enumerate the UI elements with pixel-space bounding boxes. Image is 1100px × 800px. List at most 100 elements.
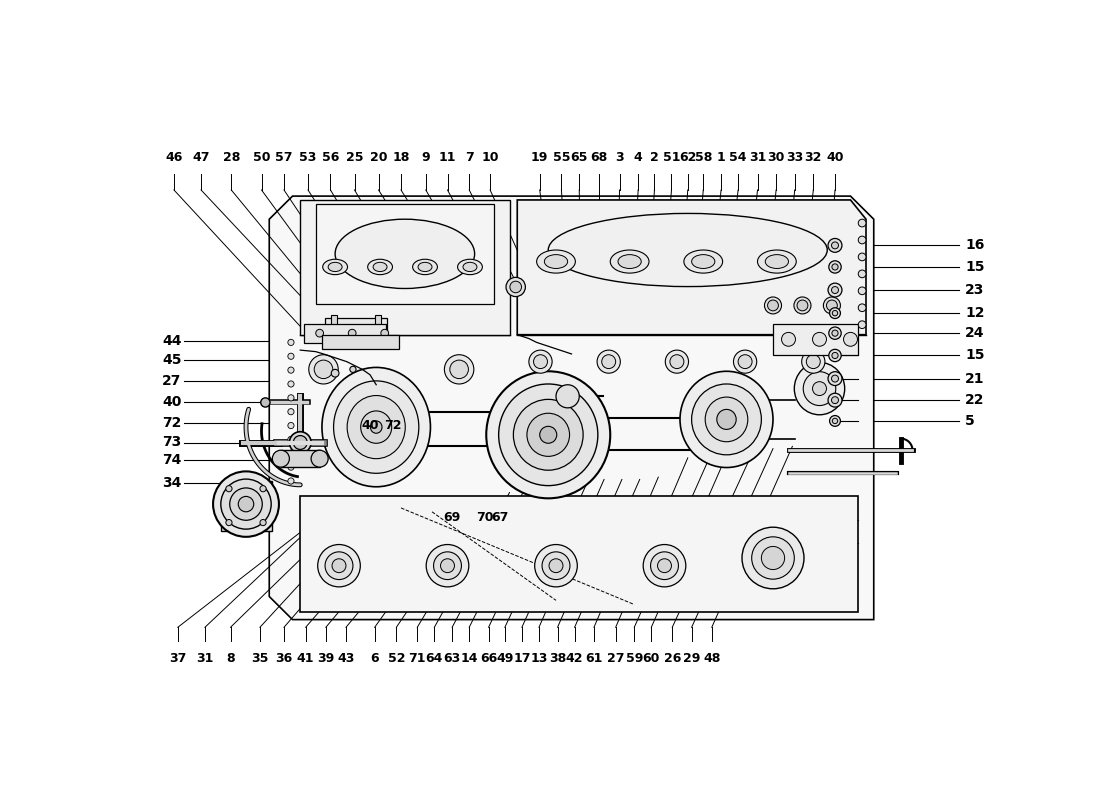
Text: 25: 25 bbox=[345, 150, 363, 164]
Bar bbox=[300, 496, 858, 612]
Text: 10: 10 bbox=[482, 150, 499, 164]
Text: 52: 52 bbox=[387, 652, 405, 665]
Bar bbox=[331, 315, 338, 337]
Text: 73: 73 bbox=[163, 435, 182, 450]
Text: 44: 44 bbox=[163, 334, 182, 348]
Ellipse shape bbox=[806, 354, 821, 369]
Ellipse shape bbox=[832, 286, 838, 294]
Ellipse shape bbox=[858, 304, 866, 312]
Text: 69: 69 bbox=[442, 511, 460, 525]
Text: 50: 50 bbox=[253, 150, 271, 164]
Ellipse shape bbox=[705, 397, 748, 442]
Ellipse shape bbox=[309, 354, 338, 384]
Ellipse shape bbox=[322, 367, 430, 486]
Ellipse shape bbox=[444, 354, 474, 384]
Text: 31: 31 bbox=[196, 652, 213, 665]
Ellipse shape bbox=[858, 321, 866, 329]
Ellipse shape bbox=[294, 435, 307, 450]
Text: 23: 23 bbox=[965, 283, 985, 297]
Text: 4: 4 bbox=[634, 150, 642, 164]
Text: 15: 15 bbox=[965, 260, 985, 274]
Ellipse shape bbox=[764, 297, 781, 314]
Ellipse shape bbox=[858, 287, 866, 294]
Ellipse shape bbox=[367, 259, 393, 274]
Ellipse shape bbox=[824, 297, 840, 314]
Text: 72: 72 bbox=[163, 416, 182, 430]
Text: 21: 21 bbox=[965, 371, 985, 386]
Text: 71: 71 bbox=[408, 652, 426, 665]
Ellipse shape bbox=[350, 366, 356, 373]
Ellipse shape bbox=[680, 371, 773, 467]
Ellipse shape bbox=[670, 354, 684, 369]
Ellipse shape bbox=[440, 558, 454, 573]
Text: 19: 19 bbox=[531, 150, 549, 164]
Ellipse shape bbox=[412, 259, 438, 274]
Ellipse shape bbox=[260, 519, 266, 526]
Text: 5: 5 bbox=[965, 414, 975, 428]
Text: 37: 37 bbox=[169, 652, 187, 665]
Text: 14: 14 bbox=[461, 652, 477, 665]
Ellipse shape bbox=[458, 259, 483, 274]
Ellipse shape bbox=[734, 350, 757, 373]
Text: 51: 51 bbox=[662, 150, 680, 164]
Ellipse shape bbox=[315, 360, 333, 378]
Bar bbox=[326, 318, 387, 334]
Text: 34: 34 bbox=[163, 475, 182, 490]
Ellipse shape bbox=[535, 545, 578, 587]
Bar bbox=[304, 324, 385, 343]
Ellipse shape bbox=[288, 339, 294, 346]
Ellipse shape bbox=[288, 353, 294, 359]
Ellipse shape bbox=[373, 262, 387, 271]
Bar bbox=[773, 324, 858, 354]
Ellipse shape bbox=[289, 432, 311, 454]
Ellipse shape bbox=[798, 300, 807, 311]
Ellipse shape bbox=[828, 394, 842, 407]
Text: 65: 65 bbox=[571, 150, 587, 164]
Ellipse shape bbox=[433, 552, 462, 579]
Text: 11: 11 bbox=[439, 150, 456, 164]
Ellipse shape bbox=[829, 308, 840, 318]
Ellipse shape bbox=[832, 375, 838, 382]
Text: 20: 20 bbox=[370, 150, 387, 164]
Text: 24: 24 bbox=[965, 326, 985, 340]
Text: 63: 63 bbox=[443, 652, 461, 665]
Ellipse shape bbox=[666, 350, 689, 373]
Text: 27: 27 bbox=[163, 374, 182, 388]
Ellipse shape bbox=[794, 297, 811, 314]
Text: 15: 15 bbox=[965, 349, 985, 362]
Text: 68: 68 bbox=[590, 150, 607, 164]
Polygon shape bbox=[517, 200, 866, 334]
Ellipse shape bbox=[610, 250, 649, 273]
Ellipse shape bbox=[751, 545, 794, 587]
Text: 17: 17 bbox=[514, 652, 530, 665]
Text: 53: 53 bbox=[299, 150, 317, 164]
Text: 12: 12 bbox=[965, 306, 985, 320]
Text: 33: 33 bbox=[786, 150, 803, 164]
Ellipse shape bbox=[738, 354, 752, 369]
Ellipse shape bbox=[311, 450, 328, 467]
Bar bbox=[322, 334, 399, 349]
Ellipse shape bbox=[527, 414, 570, 456]
Text: 46: 46 bbox=[165, 150, 183, 164]
Text: 49: 49 bbox=[496, 652, 514, 665]
Ellipse shape bbox=[761, 546, 784, 570]
Ellipse shape bbox=[261, 398, 270, 407]
Text: 29: 29 bbox=[683, 652, 701, 665]
Ellipse shape bbox=[221, 479, 272, 529]
Text: 26: 26 bbox=[663, 652, 681, 665]
Ellipse shape bbox=[844, 332, 858, 346]
Text: 39: 39 bbox=[317, 652, 334, 665]
Ellipse shape bbox=[758, 250, 796, 273]
Ellipse shape bbox=[288, 450, 294, 456]
Ellipse shape bbox=[549, 558, 563, 573]
Ellipse shape bbox=[381, 330, 388, 337]
Ellipse shape bbox=[288, 422, 294, 429]
Ellipse shape bbox=[226, 486, 232, 492]
Ellipse shape bbox=[544, 254, 568, 269]
Text: 7: 7 bbox=[465, 150, 474, 164]
Ellipse shape bbox=[832, 264, 838, 270]
Ellipse shape bbox=[506, 278, 526, 297]
Text: 62: 62 bbox=[679, 150, 696, 164]
Ellipse shape bbox=[684, 250, 723, 273]
Ellipse shape bbox=[813, 382, 826, 395]
